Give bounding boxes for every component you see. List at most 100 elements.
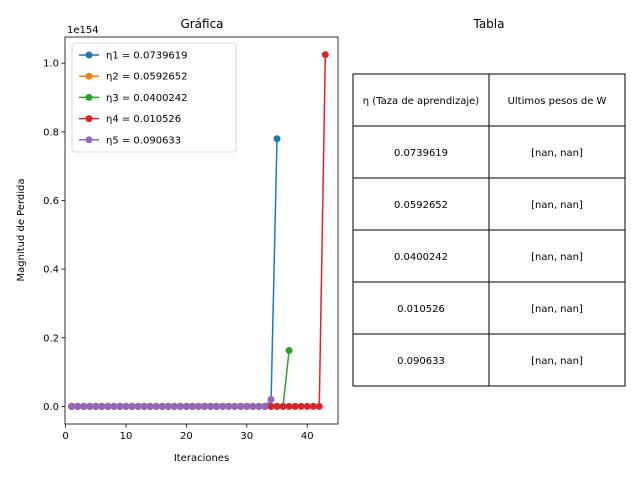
- data-point-eta3: [285, 346, 293, 354]
- table-cell: [488, 177, 626, 231]
- data-point-eta5: [146, 402, 154, 410]
- table-cell: [488, 229, 626, 283]
- legend-marker: [85, 136, 93, 144]
- y-axis-label: Magnitud de Perdida: [16, 178, 27, 281]
- data-point-eta5: [74, 402, 82, 410]
- table-header-weights: Ultimos pesos de W: [508, 96, 607, 107]
- data-point-eta5: [98, 402, 106, 410]
- table-cell: [488, 333, 626, 387]
- data-point-eta5: [152, 402, 160, 410]
- data-point-eta4: [321, 51, 329, 59]
- table-cell-eta: 0.0739619: [394, 148, 448, 159]
- table-cell-weights: [nan, nan]: [531, 356, 583, 367]
- table-cell-eta: 0.0400242: [394, 252, 448, 263]
- table-cell-weights: [nan, nan]: [531, 252, 583, 263]
- data-point-eta4: [273, 402, 281, 410]
- data-point-eta5: [122, 402, 130, 410]
- data-point-eta5: [237, 402, 245, 410]
- legend-label: η4 = 0.010526: [106, 114, 181, 125]
- data-point-eta5: [182, 402, 190, 410]
- legend-marker: [85, 72, 93, 80]
- table-cell-eta: 0.0592652: [394, 200, 448, 211]
- table-cell: [352, 177, 490, 231]
- table-title: Tabla: [472, 17, 504, 31]
- y-tick-label: 0.4: [43, 265, 59, 276]
- y-tick-label: 0.2: [43, 333, 59, 344]
- y-tick-label: 1.0: [43, 59, 59, 70]
- data-point-eta5: [176, 402, 184, 410]
- data-point-eta4: [267, 402, 275, 410]
- legend-marker: [85, 93, 93, 101]
- data-point-eta5: [128, 402, 136, 410]
- data-point-eta5: [86, 402, 94, 410]
- data-point-eta5: [201, 402, 209, 410]
- x-tick-label: 40: [301, 431, 314, 442]
- table-cell-weights: [nan, nan]: [531, 200, 583, 211]
- table-cell: [352, 281, 490, 335]
- data-point-eta5: [255, 402, 263, 410]
- table-row: 0.090633 [nan, nan]: [352, 333, 626, 387]
- series-line-eta3: [71, 350, 290, 408]
- table: Tabla η (Taza de aprendizaje) Ultimos pe…: [352, 17, 626, 387]
- y-tick-label: 0.0: [43, 402, 59, 413]
- x-axis-label: Iteraciones: [174, 453, 229, 464]
- table-cell-weights: [nan, nan]: [531, 304, 583, 315]
- legend-label: η3 = 0.0400242: [106, 93, 188, 104]
- x-tick-label: 20: [180, 431, 193, 442]
- data-point-eta5: [267, 396, 275, 404]
- data-point-eta5: [194, 402, 202, 410]
- data-point-eta4: [315, 402, 323, 410]
- data-point-eta5: [225, 402, 233, 410]
- data-point-eta5: [158, 402, 166, 410]
- table-cell-eta: 0.090633: [397, 356, 445, 367]
- data-point-eta5: [134, 402, 142, 410]
- data-point-eta5: [170, 402, 178, 410]
- data-point-eta1: [273, 135, 281, 143]
- legend-marker: [85, 51, 93, 59]
- table-cell: [488, 125, 626, 179]
- data-point-eta4: [297, 402, 305, 410]
- data-point-eta5: [207, 402, 215, 410]
- table-cell-weights: [nan, nan]: [531, 148, 583, 159]
- data-point-eta5: [188, 402, 196, 410]
- chart-title: Gráfica: [180, 17, 223, 31]
- data-point-eta4: [279, 402, 287, 410]
- data-point-eta5: [68, 402, 76, 410]
- table-row: 0.0400242 [nan, nan]: [352, 229, 626, 283]
- legend-label: η2 = 0.0592652: [106, 72, 188, 83]
- data-point-eta5: [140, 402, 148, 410]
- legend-label: η1 = 0.0739619: [106, 51, 188, 62]
- table-header-cell: [352, 73, 490, 127]
- data-point-eta5: [164, 402, 172, 410]
- axes-frame: [64, 36, 339, 425]
- data-point-eta5: [80, 402, 88, 410]
- data-point-eta5: [213, 402, 221, 410]
- plot-area: 0 10 20 30 40 0.0 0.2 0.4 0.6 0.8 1.0: [43, 36, 339, 442]
- y-offset-label: 1e154: [67, 25, 99, 36]
- y-tick-label: 0.8: [43, 127, 59, 138]
- legend-label: η5 = 0.090633: [106, 135, 181, 146]
- legend: η1 = 0.0739619 η2 = 0.0592652 η3 = 0.04002…: [71, 42, 237, 153]
- data-point-eta5: [116, 402, 124, 410]
- x-tick-label: 10: [120, 431, 133, 442]
- x-tick-label: 0: [62, 431, 68, 442]
- table-cell: [488, 281, 626, 335]
- data-point-eta4: [303, 402, 311, 410]
- series-markers: [68, 51, 329, 410]
- data-point-eta5: [231, 402, 239, 410]
- table-cell: [352, 333, 490, 387]
- table-header-eta: η (Taza de aprendizaje): [363, 96, 480, 107]
- table-row: 0.0592652 [nan, nan]: [352, 177, 626, 231]
- table-cell: [352, 125, 490, 179]
- chart: Gráfica 1e154 0 10 20 30 40 0.0 0.2 0.4 0.6 0.8 1…: [16, 17, 339, 464]
- table-cell-eta: 0.010526: [397, 304, 445, 315]
- x-ticks: 0 10 20 30 40: [62, 424, 314, 442]
- series-line-eta1: [71, 138, 278, 408]
- data-point-eta5: [249, 402, 257, 410]
- data-point-eta4: [285, 402, 293, 410]
- data-point-eta5: [243, 402, 251, 410]
- y-ticks: 0.0 0.2 0.4 0.6 0.8 1.0: [43, 59, 65, 413]
- data-point-eta4: [309, 402, 317, 410]
- legend-marker: [85, 115, 93, 123]
- data-point-eta5: [261, 402, 269, 410]
